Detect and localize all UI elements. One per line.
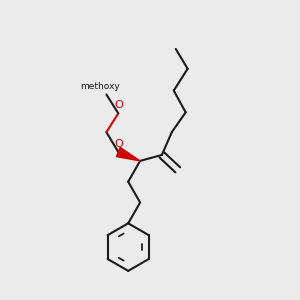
- Text: O: O: [114, 139, 123, 149]
- Polygon shape: [116, 147, 140, 161]
- Text: methoxy: methoxy: [81, 82, 120, 91]
- Text: O: O: [114, 100, 123, 110]
